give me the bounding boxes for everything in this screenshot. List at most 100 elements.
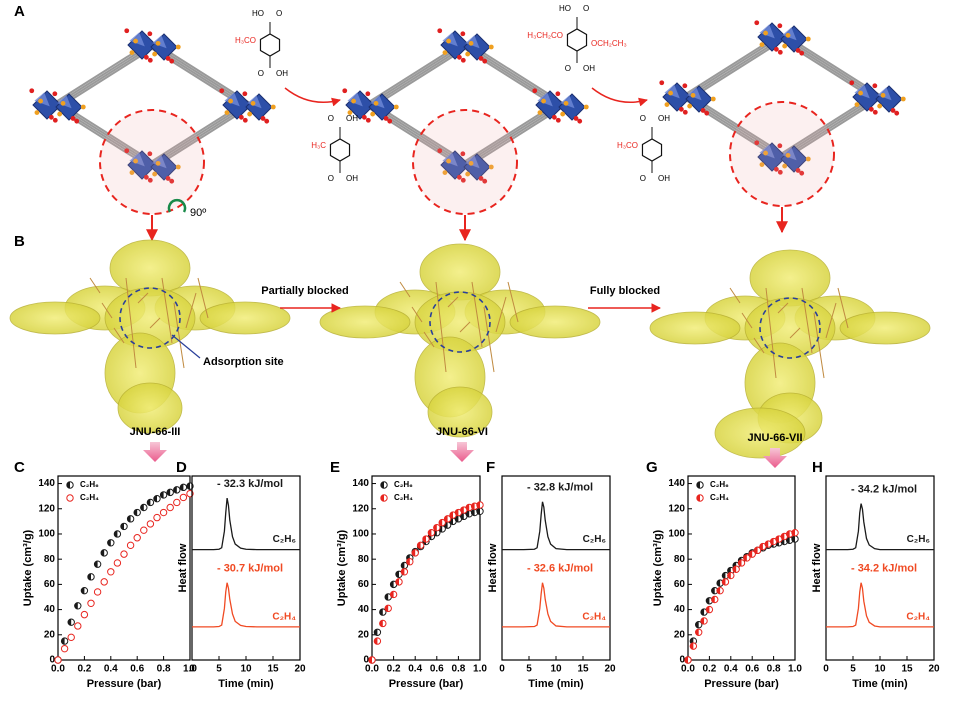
atom (373, 100, 379, 106)
y-tick-label: 60 (44, 579, 56, 590)
marker-fill (738, 559, 742, 567)
data-point (74, 602, 82, 610)
atom (763, 30, 768, 36)
x-tick-label: 0 (823, 664, 829, 675)
atom (247, 111, 253, 117)
atom (465, 51, 471, 57)
chart-panel: C0.0 0.2 0.4 0.6 0.8 1.0020406080100120140Pre… (14, 459, 197, 690)
y-tick-label: 60 (358, 579, 370, 590)
data-point (427, 529, 436, 537)
stick-bond (423, 331, 435, 348)
data-point (443, 515, 452, 523)
stick-bond (149, 317, 161, 329)
x-tick-label: 0.2 (77, 664, 91, 675)
linker-molecule: O OH O OH H₃CO (617, 114, 670, 183)
pore-surface (649, 249, 931, 459)
atom (38, 98, 43, 104)
marker-fill (74, 602, 78, 610)
atom (759, 42, 765, 48)
data-point (791, 529, 799, 537)
atom (482, 58, 488, 64)
data-point (380, 481, 388, 489)
data-point (373, 628, 382, 636)
marker-fill (696, 481, 700, 489)
marker-ring (93, 588, 102, 596)
data-point (133, 508, 141, 517)
marker-fill (417, 542, 421, 549)
atom (872, 109, 878, 115)
marker-fill (695, 629, 699, 636)
marker-fill (711, 587, 715, 594)
x-tick-label: 1.0 (183, 664, 197, 675)
diagram: A B 90º HO O O OH H₃CO O OH O OH H₃C HO O O OH H₃CH₂CO OCH… (9, 3, 931, 468)
atom (700, 108, 706, 113)
marker-fill (722, 572, 726, 579)
atom (805, 36, 811, 42)
x-axis-label: Pressure (bar) (389, 678, 464, 690)
y-axis-label: Heat flow (487, 543, 499, 592)
atom (228, 98, 233, 104)
data-point (146, 498, 155, 507)
stick-bond (813, 312, 825, 379)
x-axis-label: Pressure (bar) (87, 678, 162, 690)
benzene-ring (641, 138, 663, 162)
substituent-label: H₃C (311, 141, 326, 150)
data-point (433, 523, 441, 532)
marker-ring (126, 541, 135, 550)
data-point (179, 483, 188, 492)
stick-bond (185, 292, 197, 329)
stick-bond (411, 306, 423, 323)
atom (890, 108, 896, 113)
atom (155, 160, 161, 166)
atom (868, 106, 874, 112)
series-label: C₂H₄ (906, 612, 930, 623)
data-point (80, 610, 89, 619)
atom (446, 158, 451, 164)
data-point (465, 503, 473, 512)
substituent-label: OCH₂CH₃ (591, 39, 627, 48)
data-point (368, 656, 376, 664)
x-tick-label: 5 (216, 664, 222, 675)
data-point (748, 550, 756, 558)
data-point (716, 586, 724, 595)
plot-frame (687, 475, 796, 661)
stick-bond (459, 321, 471, 333)
x-tick-label: 0.6 (130, 664, 144, 675)
marker-fill (140, 504, 144, 511)
data-point (173, 486, 181, 494)
data-point (107, 539, 115, 547)
marker-fill (380, 481, 384, 489)
x-tick-label: 0 (189, 664, 195, 675)
linker-bond (680, 36, 777, 98)
data-point (87, 573, 95, 581)
data-point (753, 546, 762, 555)
data-point (416, 541, 425, 550)
y-tick-label: 80 (44, 554, 56, 565)
atom (894, 110, 900, 116)
atom (460, 57, 466, 63)
atom (799, 50, 805, 56)
data-point (721, 578, 730, 586)
enthalpy-label: - 32.6 kJ/mol (527, 563, 593, 575)
marker-fill (134, 509, 138, 516)
data-point (705, 605, 714, 614)
marker-fill (401, 568, 405, 575)
heat-flow-line (192, 582, 300, 628)
atom (143, 174, 149, 180)
adsorption-circle (429, 291, 491, 353)
data-point (727, 571, 735, 580)
atom (668, 90, 673, 96)
atom (175, 164, 181, 170)
y-tick-label: 80 (674, 554, 686, 565)
framework-name: JNU-66-VII (747, 432, 802, 444)
stick-bond (113, 327, 125, 344)
x-tick-label: 1.0 (473, 664, 487, 675)
data-point (67, 633, 75, 642)
surface-lobe (509, 305, 601, 339)
x-tick-label: 0.0 (51, 664, 65, 675)
data-point (166, 503, 174, 512)
data-point (384, 593, 392, 601)
atom (437, 28, 443, 34)
legend-label: C₂H₆ (80, 480, 99, 489)
data-point (166, 488, 174, 497)
